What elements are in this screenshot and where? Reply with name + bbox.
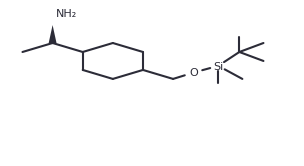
Text: NH₂: NH₂ [56,9,77,19]
Polygon shape [49,25,57,43]
Text: O: O [190,68,199,78]
Text: Si: Si [213,62,223,72]
